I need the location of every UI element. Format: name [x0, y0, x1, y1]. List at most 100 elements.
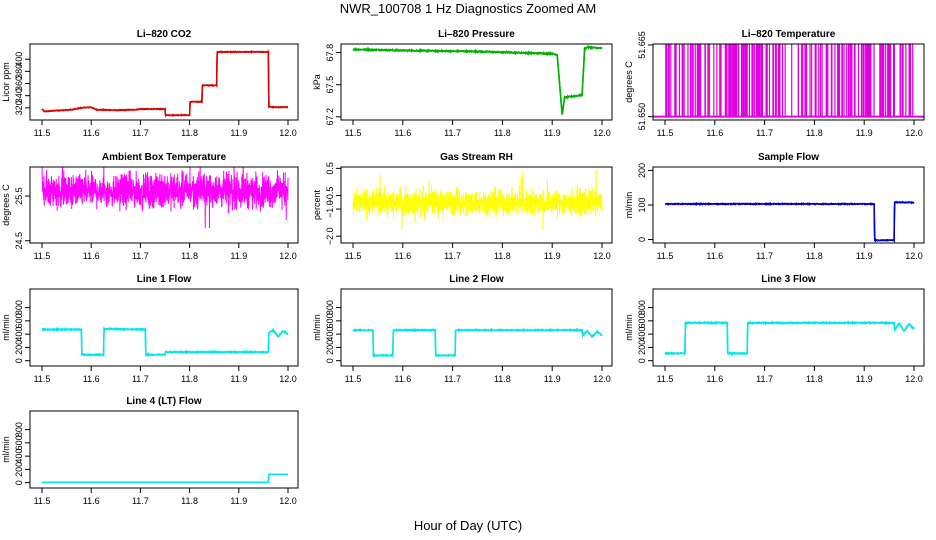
x-tick-label: 12.0: [905, 251, 923, 261]
x-tick-label: 11.9: [230, 374, 247, 384]
y-tick-label: 800: [14, 300, 24, 315]
y-tick-label: 320: [14, 100, 24, 115]
y-tick-label: 0: [14, 358, 24, 363]
y-tick-label: 0: [325, 358, 335, 363]
y-tick-label: 100: [637, 197, 647, 212]
series-line-steps: [41, 51, 288, 116]
y-tick-label: 800: [14, 422, 24, 437]
chart-title: Li–820 Pressure: [438, 29, 515, 40]
y-tick-label: −2.0: [325, 227, 335, 245]
x-tick-label: 11.8: [806, 251, 823, 261]
chart-title: Sample Flow: [758, 152, 819, 163]
y-tick-label: 25.5: [14, 187, 24, 205]
y-tick-label: 0: [637, 358, 647, 363]
y-tick-label: 200: [325, 340, 335, 355]
series-area: [352, 327, 603, 359]
x-tick-label: 11.5: [34, 128, 51, 138]
chart-title: Line 1 Flow: [137, 274, 192, 285]
x-tick-label: 11.6: [706, 374, 723, 384]
y-tick-label: 400: [14, 327, 24, 342]
y-axis-label: degrees C: [624, 61, 634, 103]
series-spikes: [665, 44, 914, 117]
y-tick-label: −0.5: [325, 187, 335, 205]
series-area: [664, 200, 915, 243]
series-line: [42, 473, 288, 484]
plot-frame: [652, 288, 925, 367]
series-line-steps: [665, 322, 915, 355]
x-tick-label: 11.7: [444, 251, 461, 261]
chart-title: Line 3 Flow: [761, 274, 816, 285]
x-tick-label: 11.7: [756, 374, 773, 384]
x-tick-label: 11.7: [444, 374, 461, 384]
x-tick-label: 11.9: [856, 128, 873, 138]
x-tick-label: 11.5: [345, 374, 362, 384]
x-tick-label: 11.9: [544, 251, 561, 261]
y-axis-label: degrees C: [1, 184, 11, 226]
y-tick-label: 51.650: [637, 103, 647, 131]
y-tick-label: 51.665: [637, 31, 647, 59]
chart-sample-flow: Sample Flow ml/min 11.5 11.6 11.7 11.8 11.9 12.…: [624, 152, 925, 261]
x-tick-label: 12.0: [279, 251, 297, 261]
chart-line-4-lt-flow: Line 4 (LT) Flow ml/min 11.5 11.6 11.7 11.8 11…: [1, 396, 299, 506]
y-axis-label: kPa: [312, 74, 322, 90]
x-tick-label: 11.7: [132, 496, 149, 506]
x-tick-label: 11.8: [181, 496, 198, 506]
series-area: [42, 473, 288, 484]
x-tick-label: 11.8: [494, 128, 511, 138]
y-axis-label: ml/min: [1, 314, 11, 341]
x-tick-label: 11.6: [394, 128, 411, 138]
x-tick-label: 11.5: [345, 251, 362, 261]
series-line-steps: [665, 201, 915, 241]
x-tick-label: 11.9: [230, 251, 247, 261]
x-tick-label: 11.5: [657, 374, 674, 384]
y-tick-label: 200: [637, 163, 647, 178]
x-tick-label: 11.9: [544, 128, 561, 138]
x-tick-label: 11.7: [756, 251, 773, 261]
y-tick-label: 400: [14, 449, 24, 464]
x-tick-label: 12.0: [593, 374, 611, 384]
x-tick-label: 12.0: [279, 128, 297, 138]
x-tick-label: 12.0: [905, 128, 923, 138]
plot-frame: [29, 410, 299, 489]
y-tick-label: 400: [325, 327, 335, 342]
series-area: [41, 49, 289, 118]
chart-title: Li–820 Temperature: [742, 29, 836, 40]
x-tick-label: 11.5: [34, 251, 51, 261]
plot-frame: [29, 288, 299, 367]
y-tick-label: 0: [14, 480, 24, 485]
series-line: [352, 169, 603, 230]
y-axis-label: ml/min: [312, 314, 322, 341]
y-tick-label: 600: [325, 313, 335, 328]
x-tick-label: 12.0: [593, 251, 611, 261]
x-tick-label: 11.8: [181, 128, 198, 138]
chart-li820-pressure: Li–820 Pressure kPa 11.5 11.6 11.7 11.8 11.9 12…: [312, 29, 613, 138]
chart-li820-temperature: Li–820 Temperature degrees C 11.5 11.6 11.7 1…: [624, 29, 925, 138]
x-tick-label: 11.6: [706, 251, 723, 261]
series-line: [352, 327, 603, 359]
series-area: [352, 169, 603, 230]
x-tick-label: 11.6: [706, 128, 723, 138]
y-tick-label: 24.5: [14, 232, 24, 250]
y-tick-label: 600: [14, 313, 24, 328]
series-area: [653, 44, 924, 118]
x-tick-label: 11.6: [394, 374, 411, 384]
y-tick-label: 200: [637, 340, 647, 355]
x-tick-label: 11.8: [181, 374, 198, 384]
x-tick-label: 11.9: [544, 374, 561, 384]
y-tick-label: 800: [325, 300, 335, 315]
chart-title: Ambient Box Temperature: [102, 152, 227, 163]
x-tick-label: 11.7: [132, 374, 149, 384]
y-tick-label: 400: [637, 327, 647, 342]
x-axis-title: Hour of Day (UTC): [413, 518, 523, 533]
y-axis-label: ml/min: [624, 314, 634, 341]
y-tick-label: 67.8: [325, 44, 335, 62]
series-line: [664, 320, 915, 357]
y-tick-label: 400: [14, 52, 24, 67]
x-tick-label: 11.9: [856, 251, 873, 261]
chart-title: Li–820 CO2: [137, 29, 192, 40]
chart-title: Gas Stream RH: [440, 152, 513, 163]
x-tick-label: 11.5: [657, 251, 674, 261]
x-tick-label: 11.9: [230, 128, 247, 138]
x-tick-label: 11.8: [181, 251, 198, 261]
